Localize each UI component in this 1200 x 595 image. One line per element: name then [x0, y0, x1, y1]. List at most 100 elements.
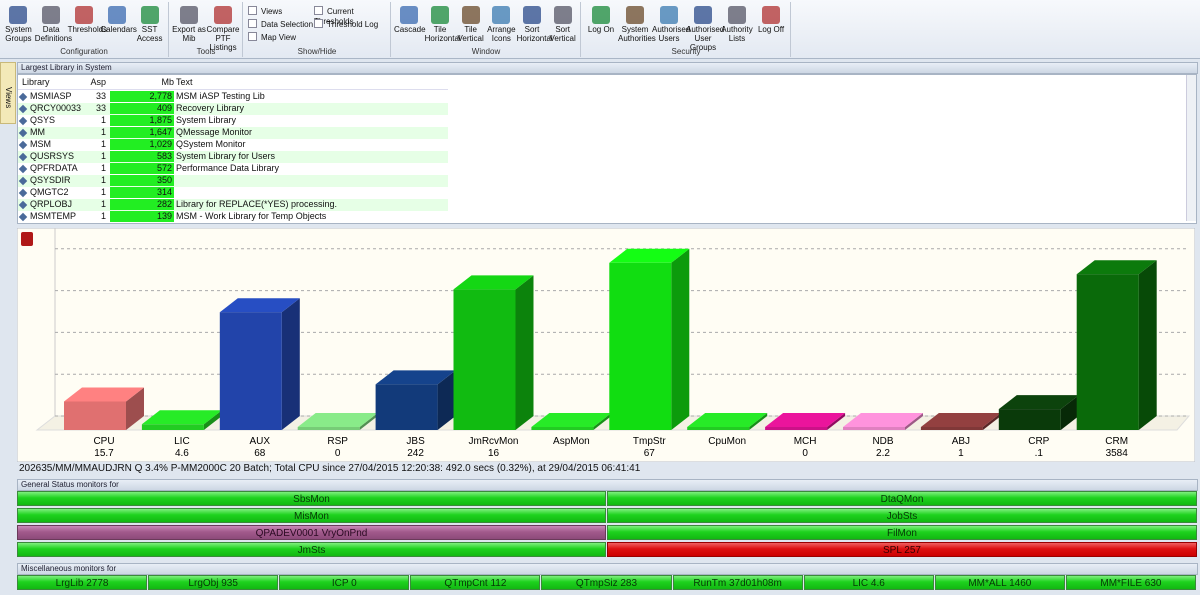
ribbon-button[interactable]: Authorised User Groups	[686, 6, 724, 52]
ribbon-button[interactable]: Authority Lists	[720, 6, 754, 43]
button-icon	[522, 6, 541, 24]
misc-monitor[interactable]: RunTm 37d01h08m	[672, 575, 803, 590]
table-cell: 1,647	[110, 127, 174, 138]
ribbon-button[interactable]: Export as Mib	[172, 6, 206, 43]
checkbox[interactable]: Data Selection	[248, 19, 313, 31]
ribbon-button[interactable]: System Groups	[2, 6, 35, 43]
misc-monitor[interactable]: LrgObj 935	[148, 575, 279, 590]
table-row[interactable]: MM 1 1,647 QMessage Monitor	[18, 127, 448, 139]
ribbon-button[interactable]: Thresholds	[67, 6, 108, 34]
x-tick-label: ABJ	[952, 436, 970, 447]
value-label: 3584	[1106, 448, 1129, 459]
value-label: 242	[407, 448, 424, 459]
status-monitor[interactable]: FilMon	[607, 525, 1197, 540]
row-icon	[18, 92, 28, 102]
bar	[765, 427, 828, 430]
button-label: Arrange Icons	[487, 25, 516, 43]
misc-monitor[interactable]: LIC 4.6	[803, 575, 934, 590]
bar	[920, 427, 983, 430]
button-label: Compare PTF Listings	[206, 25, 240, 52]
ribbon-button[interactable]: Sort Vertical	[547, 6, 578, 43]
misc-monitor[interactable]: QTmpSiz 283	[541, 575, 672, 590]
checkbox-label: Threshold Log	[327, 20, 379, 29]
misc-monitor[interactable]: QTmpCnt 112	[410, 575, 541, 590]
table-row[interactable]: QSYSDIR 1 350	[18, 175, 448, 187]
table-cell: QMessage Monitor	[176, 127, 253, 137]
table-cell: 139	[110, 211, 174, 222]
ribbon-group: Window Cascade Tile Horizontal Tile Vertica…	[392, 2, 581, 57]
ribbon-button[interactable]: System Authorities	[618, 6, 656, 43]
library-table: Library Asp Mb Text MSMIASP 33 2,778 MSM iASP T…	[17, 74, 1197, 224]
column-header[interactable]: Mb	[161, 77, 174, 87]
button-icon	[694, 6, 712, 24]
status-monitor[interactable]: DtaQMon	[607, 491, 1197, 506]
checkbox[interactable]: Threshold Log	[314, 19, 378, 31]
ribbon: Configuration System Groups Data Definitio…	[0, 0, 1200, 59]
ribbon-button[interactable]: Tile Horizontal	[425, 6, 461, 43]
status-monitor[interactable]: JmSts	[17, 542, 606, 557]
ribbon-button[interactable]: Sort Horizontal	[517, 6, 553, 43]
table-row[interactable]: QSYS 1 1,875 System Library	[18, 115, 448, 127]
status-monitor[interactable]: MisMon	[17, 508, 606, 523]
table-cell: QPFRDATA	[30, 163, 78, 173]
ribbon-button[interactable]: Tile Vertical	[455, 6, 486, 43]
checkbox[interactable]: Views	[248, 6, 282, 18]
misc-monitor[interactable]: MM*ALL 1460	[934, 575, 1065, 590]
status-monitor[interactable]: SbsMon	[17, 491, 606, 506]
button-label: Tile Vertical	[457, 25, 484, 43]
table-row[interactable]: MSMTEMP 1 139 MSM - Work Library for Temp O…	[18, 211, 448, 223]
table-cell: 2,778	[110, 91, 174, 102]
column-header[interactable]: Asp	[90, 77, 106, 87]
x-tick-label: CRP	[1028, 436, 1049, 447]
checkbox[interactable]: Map View	[248, 32, 296, 44]
button-icon	[180, 6, 198, 24]
misc-monitor[interactable]: LrgLib 2778	[17, 575, 148, 590]
button-icon	[9, 6, 28, 24]
bar-side	[905, 413, 923, 430]
column-header[interactable]: Library	[22, 77, 50, 87]
button-icon	[626, 6, 644, 24]
bar-top	[843, 413, 923, 427]
ribbon-button[interactable]: Arrange Icons	[486, 6, 517, 43]
side-tab[interactable]: Views	[0, 62, 16, 124]
table-cell: QSYS	[30, 115, 56, 125]
status-monitor[interactable]: JobSts	[607, 508, 1197, 523]
table-cell: 1	[100, 151, 106, 161]
ribbon-button[interactable]: Cascade	[394, 6, 426, 34]
table-row[interactable]: QRPLOBJ 1 282 Library for REPLACE(*YES) pro…	[18, 199, 448, 211]
table-row[interactable]: QPFRDATA 1 572 Performance Data Library	[18, 163, 448, 175]
misc-monitor[interactable]: MM*FILE 630	[1065, 575, 1196, 590]
ribbon-button[interactable]: SST Access	[133, 6, 166, 43]
side-tab-label: Views	[4, 87, 13, 109]
x-tick-label: AspMon	[553, 436, 590, 447]
status-monitor[interactable]: SPL 257	[607, 542, 1197, 557]
scrollbar[interactable]	[1186, 75, 1196, 221]
status-monitor[interactable]: QPADEV0001 VryOnPnd	[17, 525, 606, 540]
table-row[interactable]: MSM 1 1,029 QSystem Monitor	[18, 139, 448, 151]
checkbox[interactable]: Current Thresholds	[314, 6, 390, 26]
ribbon-button[interactable]: Authorised Users	[652, 6, 690, 43]
checkbox-label: Data Selection	[261, 20, 314, 29]
bar-side	[1138, 260, 1157, 430]
table-row[interactable]: QRCY00033 33 409 Recovery Library	[18, 103, 448, 115]
button-label: Thresholds	[67, 25, 108, 34]
table-row[interactable]: QMGTC2 1 314	[18, 187, 448, 199]
table-row[interactable]: MSMIASP 33 2,778 MSM iASP Testing Lib	[18, 91, 448, 103]
ribbon-button[interactable]: Data Definitions	[35, 6, 72, 43]
checkbox-label: Current Thresholds	[314, 7, 354, 26]
ribbon-button[interactable]: Log Off	[754, 6, 788, 34]
table-row[interactable]: QUSRSYS 1 583 System Library for Users	[18, 151, 448, 163]
table-cell: 1	[100, 199, 106, 209]
button-icon	[553, 6, 572, 24]
ribbon-button[interactable]: Calendars	[100, 6, 137, 34]
column-header[interactable]: Text	[176, 77, 193, 87]
row-icon	[18, 176, 28, 186]
bar-top	[531, 413, 612, 427]
ribbon-button[interactable]: Log On	[584, 6, 618, 34]
ribbon-button[interactable]: Compare PTF Listings	[206, 6, 240, 52]
misc-monitor[interactable]: ICP 0	[279, 575, 410, 590]
button-icon	[42, 6, 61, 24]
button-label: Calendars	[100, 25, 137, 34]
chart: CPU15.7LIC4.6AUX68RSP0JBS242JmRcvMon16As…	[17, 228, 1195, 462]
